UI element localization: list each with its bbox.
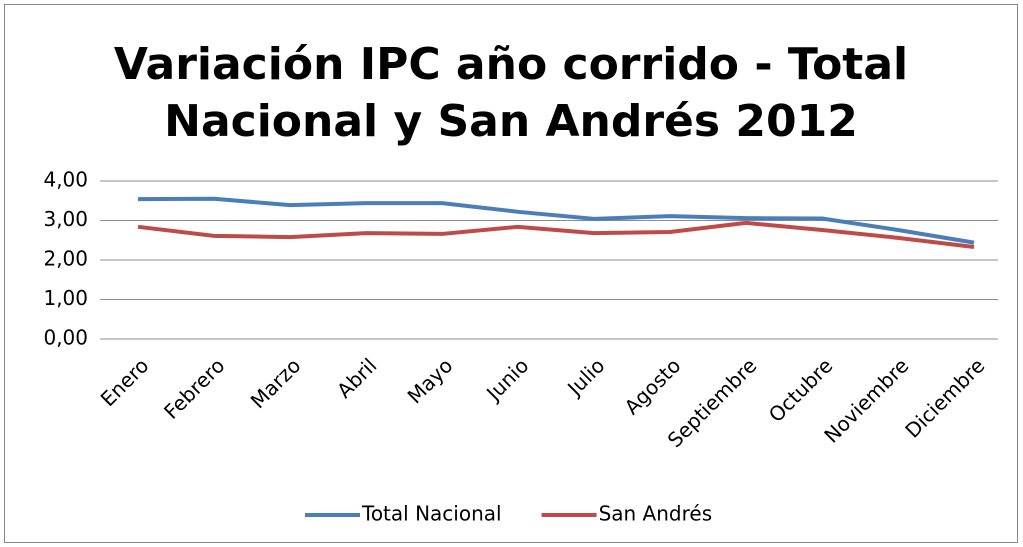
series-line [137, 220, 975, 249]
chart-border [4, 4, 1018, 543]
y-tick-label: 1,00 [43, 286, 88, 310]
legend-label: San Andrés [599, 502, 713, 526]
y-tick-label: 2,00 [43, 247, 88, 271]
chart-title: Variación IPC año corrido - Total Nacion… [113, 39, 909, 147]
legend-label: Total Nacional [361, 502, 502, 526]
series-line [137, 196, 975, 245]
y-tick-label: 4,00 [43, 168, 88, 192]
y-tick-label: 3,00 [43, 207, 88, 231]
y-tick-label: 0,00 [43, 326, 88, 350]
